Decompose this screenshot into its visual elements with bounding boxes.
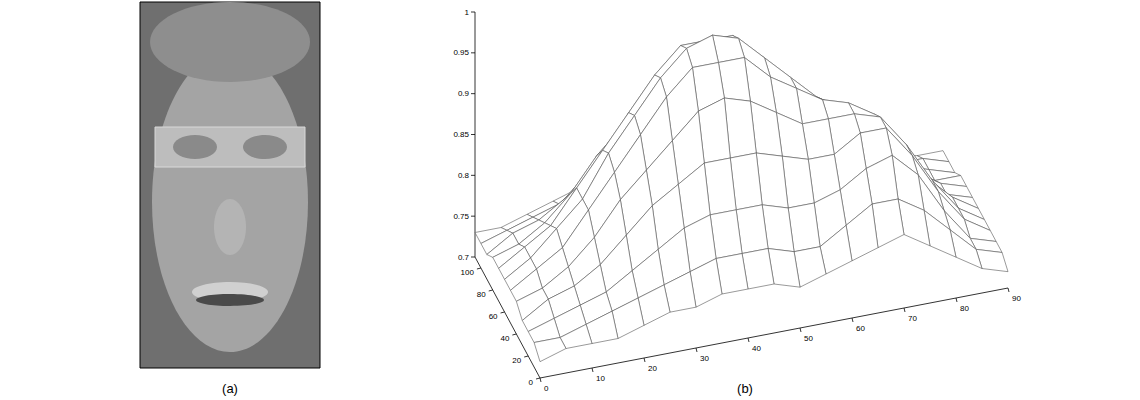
svg-text:0.8: 0.8 (458, 171, 470, 180)
svg-text:1: 1 (465, 8, 470, 17)
svg-text:100: 100 (461, 268, 475, 277)
svg-text:0.85: 0.85 (453, 130, 469, 139)
svg-text:0: 0 (544, 384, 549, 393)
svg-text:50: 50 (804, 334, 813, 343)
svg-text:40: 40 (500, 334, 509, 343)
svg-text:(a): (a) (222, 381, 238, 396)
svg-text:0.75: 0.75 (453, 212, 469, 221)
svg-text:0.7: 0.7 (458, 253, 470, 262)
svg-text:10: 10 (596, 374, 605, 383)
svg-text:0.95: 0.95 (453, 48, 469, 57)
svg-text:60: 60 (856, 324, 865, 333)
svg-text:80: 80 (960, 304, 969, 313)
svg-text:40: 40 (752, 344, 761, 353)
svg-text:0.9: 0.9 (458, 89, 470, 98)
svg-text:0: 0 (529, 378, 534, 387)
svg-text:60: 60 (489, 312, 498, 321)
svg-text:(b): (b) (737, 381, 753, 396)
svg-text:20: 20 (512, 356, 521, 365)
svg-text:70: 70 (908, 314, 917, 323)
svg-text:80: 80 (477, 290, 486, 299)
svg-text:20: 20 (648, 364, 657, 373)
svg-text:90: 90 (1012, 294, 1021, 303)
svg-text:30: 30 (700, 354, 709, 363)
